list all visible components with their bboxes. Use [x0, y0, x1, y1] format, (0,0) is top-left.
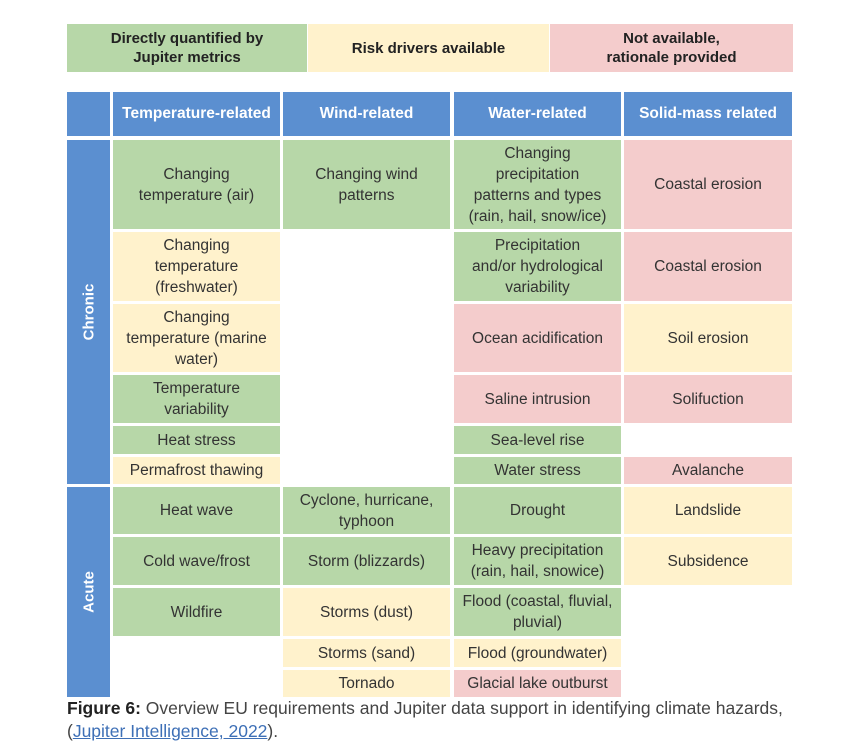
header-solid-mass: Solid-mass related	[624, 92, 792, 136]
cell-ocean-acidification: Ocean acidification	[454, 304, 621, 372]
cell-coastal-erosion-2: Coastal erosion	[624, 232, 792, 301]
cell-flood-coastal: Flood (coastal, fluvial, pluvial)	[454, 588, 621, 636]
cell-water-stress: Water stress	[454, 457, 621, 484]
row-group-chronic: Chronic	[67, 140, 110, 484]
figure-caption: Figure 6: Overview EU requirements and J…	[67, 697, 787, 743]
header-temperature: Temperature-related	[113, 92, 280, 136]
cell-coastal-erosion-1: Coastal erosion	[624, 140, 792, 229]
cell-temperature-variability: Temperature variability	[113, 375, 280, 423]
figure-number: Figure 6:	[67, 698, 141, 718]
cell-tornado: Tornado	[283, 670, 450, 697]
caption-end: ).	[267, 721, 279, 741]
cell-storms-dust: Storms (dust)	[283, 588, 450, 636]
row-group-acute-label: Acute	[80, 571, 97, 613]
cell-landslide: Landslide	[624, 487, 792, 534]
cell-permafrost-thawing: Permafrost thawing	[113, 457, 280, 484]
cell-saline-intrusion: Saline intrusion	[454, 375, 621, 423]
cell-cyclone-hurricane: Cyclone, hurricane, typhoon	[283, 487, 450, 534]
cell-heavy-precipitation: Heavy precipitation (rain, hail, snowice…	[454, 537, 621, 585]
cell-storm-blizzards: Storm (blizzards)	[283, 537, 450, 585]
cell-avalanche: Avalanche	[624, 457, 792, 484]
caption-text: Overview EU requirements and Jupiter dat…	[67, 698, 783, 741]
cell-drought: Drought	[454, 487, 621, 534]
row-group-acute: Acute	[67, 487, 110, 697]
header-wind: Wind-related	[283, 92, 450, 136]
cell-heat-stress: Heat stress	[113, 426, 280, 454]
header-water: Water-related	[454, 92, 621, 136]
cell-flood-groundwater: Flood (groundwater)	[454, 639, 621, 667]
cell-changing-precipitation: Changing precipitation patterns and type…	[454, 140, 621, 229]
cell-storms-sand: Storms (sand)	[283, 639, 450, 667]
row-group-chronic-label: Chronic	[80, 283, 97, 341]
cell-solifuction: Solifuction	[624, 375, 792, 423]
cell-glacial-lake-outburst: Glacial lake outburst	[454, 670, 621, 697]
citation-link[interactable]: Jupiter Intelligence, 2022	[72, 721, 268, 741]
cell-heat-wave: Heat wave	[113, 487, 280, 534]
header-corner	[67, 92, 110, 136]
legend-directly-quantified: Directly quantified by Jupiter metrics	[67, 24, 307, 72]
cell-changing-temperature-marine: Changing temperature (marine water)	[113, 304, 280, 372]
cell-sea-level-rise: Sea-level rise	[454, 426, 621, 454]
cell-cold-wave-frost: Cold wave/frost	[113, 537, 280, 585]
cell-changing-temperature-freshwater: Changing temperature (freshwater)	[113, 232, 280, 301]
cell-soil-erosion: Soil erosion	[624, 304, 792, 372]
legend-risk-drivers: Risk drivers available	[308, 24, 549, 72]
cell-changing-wind-patterns: Changing wind patterns	[283, 140, 450, 229]
cell-changing-temperature-air: Changing temperature (air)	[113, 140, 280, 229]
cell-subsidence: Subsidence	[624, 537, 792, 585]
legend-not-available: Not available, rationale provided	[550, 24, 793, 72]
cell-wildfire: Wildfire	[113, 588, 280, 636]
cell-precipitation-variability: Precipitation and/or hydrological variab…	[454, 232, 621, 301]
